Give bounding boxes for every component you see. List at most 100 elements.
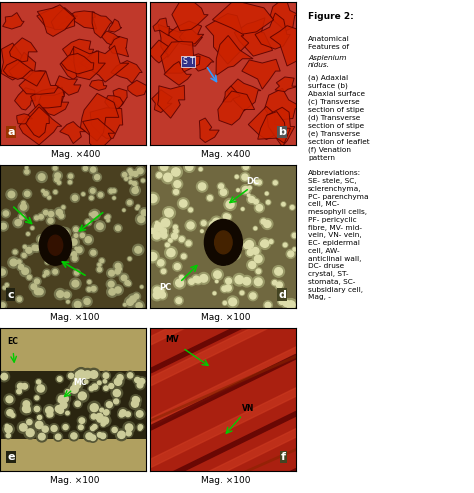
Circle shape — [90, 213, 92, 215]
Circle shape — [247, 195, 256, 204]
Circle shape — [128, 201, 132, 205]
Circle shape — [5, 424, 9, 427]
Circle shape — [86, 433, 93, 440]
Circle shape — [41, 189, 45, 193]
Text: (a) Adaxial
surface (b)
Abaxial surface
(c) Transverse
section of stipe
(d) Tran: (a) Adaxial surface (b) Abaxial surface … — [308, 74, 370, 300]
Circle shape — [239, 290, 245, 295]
Circle shape — [82, 193, 84, 195]
Circle shape — [72, 251, 77, 256]
Circle shape — [91, 414, 96, 419]
Circle shape — [153, 291, 161, 299]
Circle shape — [112, 189, 116, 193]
Circle shape — [18, 220, 21, 224]
Circle shape — [86, 220, 90, 224]
Circle shape — [47, 195, 52, 200]
Circle shape — [84, 380, 88, 384]
Circle shape — [254, 227, 257, 230]
Circle shape — [17, 422, 29, 433]
Circle shape — [119, 273, 128, 282]
Circle shape — [172, 168, 180, 176]
Circle shape — [113, 267, 122, 276]
Circle shape — [173, 189, 179, 194]
Circle shape — [3, 211, 9, 216]
Circle shape — [50, 248, 56, 254]
Circle shape — [235, 241, 245, 250]
Circle shape — [59, 229, 65, 236]
Polygon shape — [164, 62, 191, 85]
Circle shape — [126, 199, 133, 206]
Text: Mag. ×100: Mag. ×100 — [201, 476, 250, 485]
Circle shape — [248, 291, 258, 301]
Circle shape — [195, 277, 201, 283]
Circle shape — [165, 209, 173, 217]
Circle shape — [90, 435, 96, 441]
Circle shape — [79, 232, 86, 239]
Circle shape — [248, 197, 255, 202]
Circle shape — [125, 281, 129, 285]
Polygon shape — [66, 11, 97, 29]
Circle shape — [229, 298, 237, 306]
Circle shape — [208, 232, 215, 239]
Text: d: d — [278, 289, 286, 300]
Circle shape — [137, 168, 143, 174]
Circle shape — [168, 238, 173, 243]
Circle shape — [119, 412, 124, 417]
Circle shape — [97, 223, 103, 229]
Circle shape — [8, 191, 15, 198]
Circle shape — [72, 226, 80, 233]
Circle shape — [264, 220, 271, 228]
Circle shape — [94, 411, 105, 423]
Circle shape — [71, 239, 77, 245]
Circle shape — [118, 431, 125, 438]
Circle shape — [135, 206, 139, 211]
Circle shape — [111, 188, 117, 194]
Circle shape — [38, 237, 44, 242]
Circle shape — [74, 234, 78, 237]
Polygon shape — [80, 45, 129, 82]
Circle shape — [17, 260, 21, 264]
Circle shape — [223, 214, 229, 219]
Circle shape — [118, 268, 121, 271]
Circle shape — [114, 224, 122, 232]
Circle shape — [54, 432, 63, 441]
Circle shape — [43, 246, 48, 251]
Circle shape — [128, 170, 136, 177]
Circle shape — [275, 281, 284, 289]
Circle shape — [220, 285, 228, 293]
Circle shape — [259, 238, 271, 249]
Circle shape — [36, 422, 43, 428]
Polygon shape — [61, 53, 94, 74]
Polygon shape — [242, 59, 280, 89]
Circle shape — [235, 176, 238, 178]
Circle shape — [96, 415, 104, 423]
Circle shape — [253, 179, 259, 185]
Circle shape — [107, 286, 118, 297]
Circle shape — [3, 423, 14, 435]
Circle shape — [26, 429, 34, 437]
Circle shape — [214, 241, 222, 249]
Circle shape — [90, 412, 98, 421]
Circle shape — [33, 215, 40, 221]
Circle shape — [210, 216, 222, 228]
Circle shape — [51, 258, 55, 262]
Circle shape — [66, 251, 72, 256]
Polygon shape — [153, 18, 169, 36]
Circle shape — [101, 417, 109, 424]
Circle shape — [99, 258, 105, 264]
Text: PC: PC — [159, 282, 172, 291]
Circle shape — [57, 397, 64, 404]
Circle shape — [132, 292, 141, 301]
Circle shape — [112, 196, 116, 200]
Circle shape — [27, 233, 29, 235]
Circle shape — [176, 298, 182, 303]
Circle shape — [118, 267, 122, 271]
Circle shape — [256, 205, 263, 211]
Ellipse shape — [204, 219, 242, 265]
Circle shape — [45, 259, 50, 265]
Circle shape — [227, 296, 239, 308]
Circle shape — [100, 408, 104, 412]
Circle shape — [155, 223, 163, 231]
Text: Mag. ×100: Mag. ×100 — [201, 313, 250, 322]
Circle shape — [99, 431, 108, 440]
Circle shape — [32, 286, 43, 297]
